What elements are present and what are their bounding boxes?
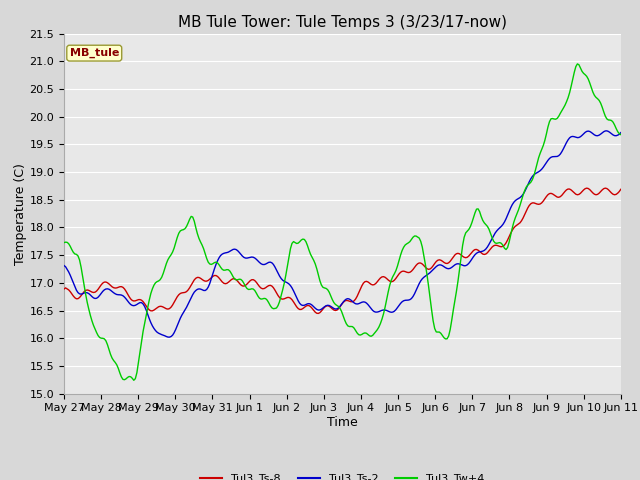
Title: MB Tule Tower: Tule Temps 3 (3/23/17-now): MB Tule Tower: Tule Temps 3 (3/23/17-now…	[178, 15, 507, 30]
Legend: Tul3_Ts-8, Tul3_Ts-2, Tul3_Tw+4: Tul3_Ts-8, Tul3_Ts-2, Tul3_Tw+4	[196, 469, 489, 480]
X-axis label: Time: Time	[327, 416, 358, 429]
Y-axis label: Temperature (C): Temperature (C)	[13, 163, 27, 264]
Text: MB_tule: MB_tule	[70, 48, 119, 58]
